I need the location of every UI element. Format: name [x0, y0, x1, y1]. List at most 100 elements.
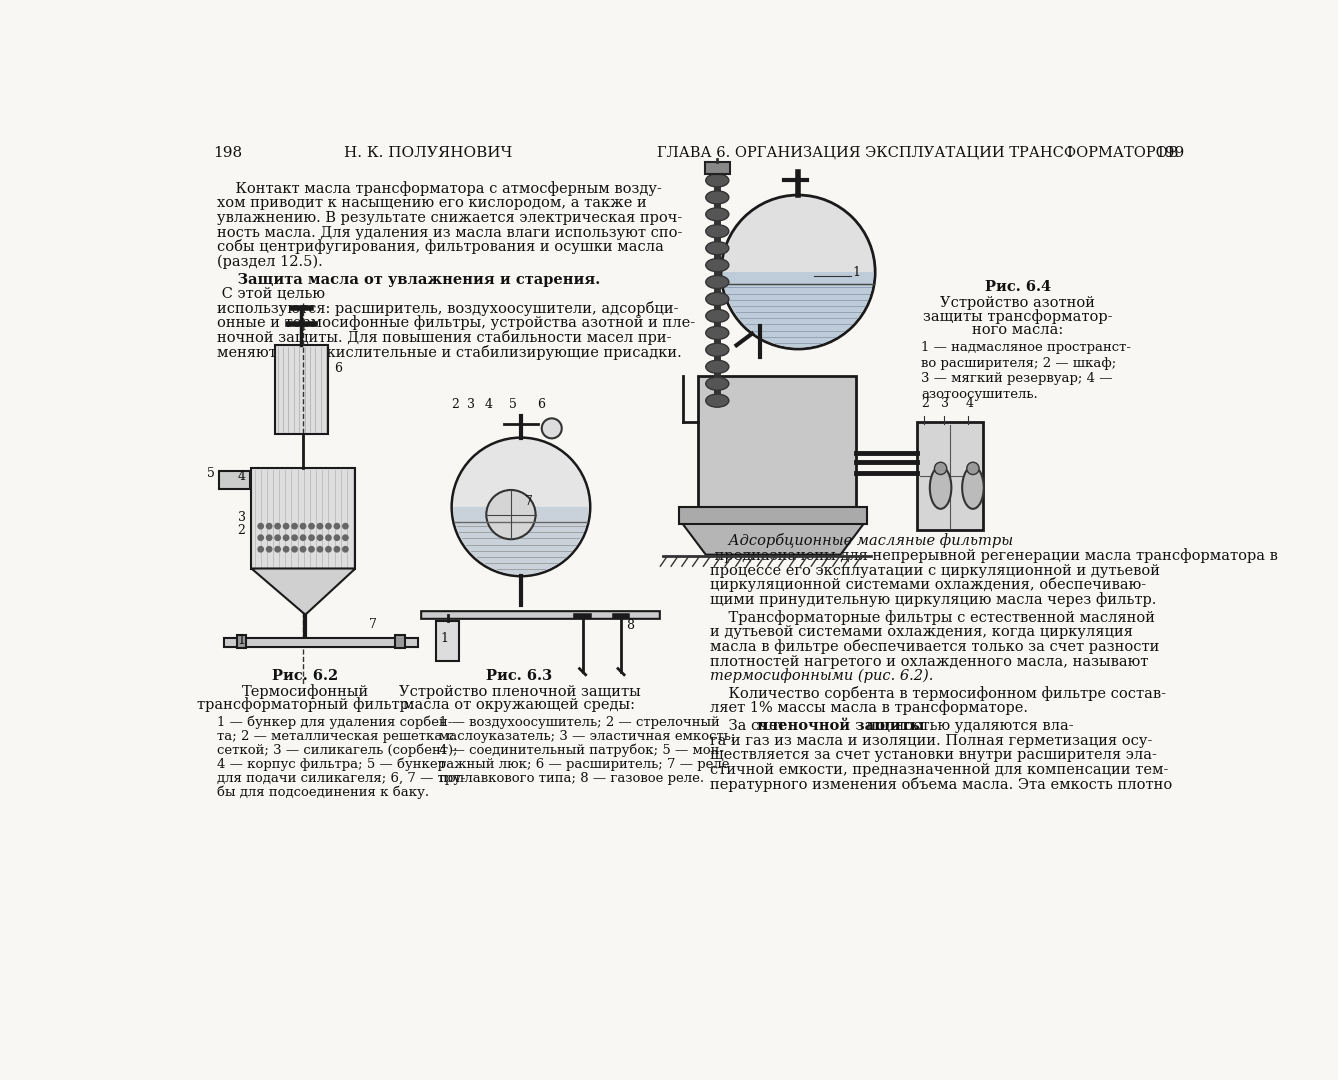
Bar	[274, 346, 328, 434]
Text: защиты трансформатор-: защиты трансформатор-	[923, 309, 1112, 324]
Text: та; 2 — металлическая решетка с: та; 2 — металлическая решетка с	[217, 730, 454, 743]
Text: 6: 6	[334, 362, 341, 375]
Circle shape	[452, 437, 590, 577]
Text: масла в фильтре обеспечивается только за счет разности: масла в фильтре обеспечивается только за…	[709, 639, 1159, 653]
Circle shape	[300, 535, 305, 540]
Circle shape	[343, 546, 348, 552]
Text: предназначены для непрерывной регенерации масла трансформатора в: предназначены для непрерывной регенераци…	[709, 549, 1278, 563]
Circle shape	[309, 535, 314, 540]
Text: 2: 2	[452, 399, 459, 411]
Text: 5: 5	[207, 467, 214, 480]
Text: 1: 1	[238, 634, 246, 647]
Text: 3: 3	[941, 396, 949, 409]
Text: Контакт масла трансформатора с атмосферным возду-: Контакт масла трансформатора с атмосферн…	[217, 180, 662, 195]
Wedge shape	[454, 507, 589, 575]
Text: циркуляционной системами охлаждения, обеспечиваю-: циркуляционной системами охлаждения, обе…	[709, 578, 1145, 592]
Text: 4: 4	[238, 470, 246, 483]
Text: процессе его эксплуатации с циркуляционной и дутьевой: процессе его эксплуатации с циркуляционн…	[709, 564, 1160, 578]
Text: ночной защиты. Для повышения стабильности масел при-: ночной защиты. Для повышения стабильност…	[217, 330, 672, 346]
Bar	[436, 621, 459, 661]
Bar	[237, 635, 246, 648]
Circle shape	[274, 546, 281, 552]
Circle shape	[274, 535, 281, 540]
Circle shape	[258, 535, 264, 540]
Text: Термосифонный: Термосифонный	[242, 684, 369, 699]
Text: Адсорбционные масляные фильтры: Адсорбционные масляные фильтры	[709, 534, 1013, 549]
Text: азотоосушитель.: азотоосушитель.	[922, 388, 1038, 401]
Text: ществляется за счет установки внутри расширителя эла-: ществляется за счет установки внутри рас…	[709, 748, 1156, 762]
Circle shape	[292, 546, 297, 552]
Circle shape	[284, 546, 289, 552]
Circle shape	[258, 546, 264, 552]
Text: используются: расширитель, воздухоосушители, адсорбци-: используются: расширитель, воздухоосушит…	[217, 301, 678, 315]
Circle shape	[317, 535, 322, 540]
Text: масла от окружающей среды:: масла от окружающей среды:	[403, 699, 636, 713]
Text: 6: 6	[537, 399, 545, 411]
Text: ГЛАВА 6. ОРГАНИЗАЦИЯ ЭКСПЛУАТАЦИИ ТРАНСФОРМАТОРОВ: ГЛАВА 6. ОРГАНИЗАЦИЯ ЭКСПЛУАТАЦИИ ТРАНСФ…	[657, 146, 1179, 160]
Text: полностью удаляются вла-: полностью удаляются вла-	[862, 719, 1073, 733]
Text: ного масла:: ного масла:	[971, 323, 1064, 337]
Circle shape	[325, 546, 330, 552]
Text: За счет: За счет	[709, 719, 789, 733]
Text: 2: 2	[238, 524, 245, 537]
Ellipse shape	[705, 242, 729, 255]
Text: Трансформаторные фильтры с естественной масляной: Трансформаторные фильтры с естественной …	[709, 610, 1155, 624]
Text: трансформаторный фильтр:: трансформаторный фильтр:	[197, 698, 413, 713]
Text: пленочной защиты: пленочной защиты	[757, 718, 925, 733]
Circle shape	[266, 524, 272, 529]
Text: пературного изменения объема масла. Эта емкость плотно: пературного изменения объема масла. Эта …	[709, 777, 1172, 792]
Circle shape	[317, 524, 322, 529]
Circle shape	[334, 524, 340, 529]
Circle shape	[292, 535, 297, 540]
Ellipse shape	[705, 293, 729, 306]
Circle shape	[284, 535, 289, 540]
Circle shape	[317, 546, 322, 552]
Ellipse shape	[705, 343, 729, 356]
Text: 3 — мягкий резервуар; 4 —: 3 — мягкий резервуар; 4 —	[922, 373, 1113, 386]
Text: 8: 8	[626, 619, 634, 632]
Text: Количество сорбента в термосифонном фильтре состав-: Количество сорбента в термосифонном филь…	[709, 686, 1165, 701]
Text: хом приводит к насыщению его кислородом, а также и: хом приводит к насыщению его кислородом,…	[217, 197, 646, 211]
Text: га и газ из масла и изоляции. Полная герметизация осу-: га и газ из масла и изоляции. Полная гер…	[709, 733, 1152, 747]
Text: 3: 3	[467, 399, 475, 411]
Ellipse shape	[705, 225, 729, 238]
Text: 198: 198	[213, 146, 242, 160]
Text: 199: 199	[1155, 146, 1184, 160]
Circle shape	[300, 524, 305, 529]
Text: 1: 1	[852, 266, 860, 279]
Circle shape	[343, 535, 348, 540]
Text: щими принудительную циркуляцию масла через фильтр.: щими принудительную циркуляцию масла чер…	[709, 592, 1156, 607]
Text: онные и термосифонные фильтры, устройства азотной и пле-: онные и термосифонные фильтры, устройств…	[217, 315, 694, 330]
Ellipse shape	[705, 207, 729, 220]
Ellipse shape	[705, 394, 729, 407]
Circle shape	[309, 524, 314, 529]
Text: меняют антиокислительные и стабилизирующие присадки.: меняют антиокислительные и стабилизирующ…	[217, 345, 681, 360]
Ellipse shape	[705, 361, 729, 374]
Text: поплавкового типа; 8 — газовое реле.: поплавкового типа; 8 — газовое реле.	[439, 772, 704, 785]
Ellipse shape	[705, 174, 729, 187]
Text: 7: 7	[524, 496, 533, 509]
Circle shape	[266, 546, 272, 552]
Text: 4: 4	[484, 399, 492, 411]
Text: 4: 4	[965, 396, 973, 409]
Text: (раздел 12.5).: (раздел 12.5).	[217, 255, 322, 269]
Text: 4 — соединительный патрубок; 5 — мон-: 4 — соединительный патрубок; 5 — мон-	[439, 743, 724, 757]
Text: 5: 5	[510, 399, 518, 411]
Circle shape	[334, 546, 340, 552]
Ellipse shape	[705, 191, 729, 204]
Ellipse shape	[705, 275, 729, 288]
Text: 4 — корпус фильтра; 5 — бункер: 4 — корпус фильтра; 5 — бункер	[217, 757, 446, 771]
Ellipse shape	[705, 309, 729, 323]
Circle shape	[343, 524, 348, 529]
Text: для подачи силикагеля; 6, 7 — тру-: для подачи силикагеля; 6, 7 — тру-	[217, 772, 466, 785]
Text: Устройство пленочной защиты: Устройство пленочной защиты	[399, 685, 641, 699]
Text: Устройство азотной: Устройство азотной	[941, 296, 1094, 310]
Text: стичной емкости, предназначенной для компенсации тем-: стичной емкости, предназначенной для ком…	[709, 764, 1168, 778]
Circle shape	[266, 535, 272, 540]
Circle shape	[258, 524, 264, 529]
Circle shape	[325, 524, 330, 529]
Text: Рис. 6.3: Рис. 6.3	[486, 670, 553, 684]
Text: С этой целью: С этой целью	[217, 287, 325, 301]
Text: и дутьевой системами охлаждения, когда циркуляция: и дутьевой системами охлаждения, когда ц…	[709, 625, 1132, 639]
Polygon shape	[252, 568, 356, 615]
